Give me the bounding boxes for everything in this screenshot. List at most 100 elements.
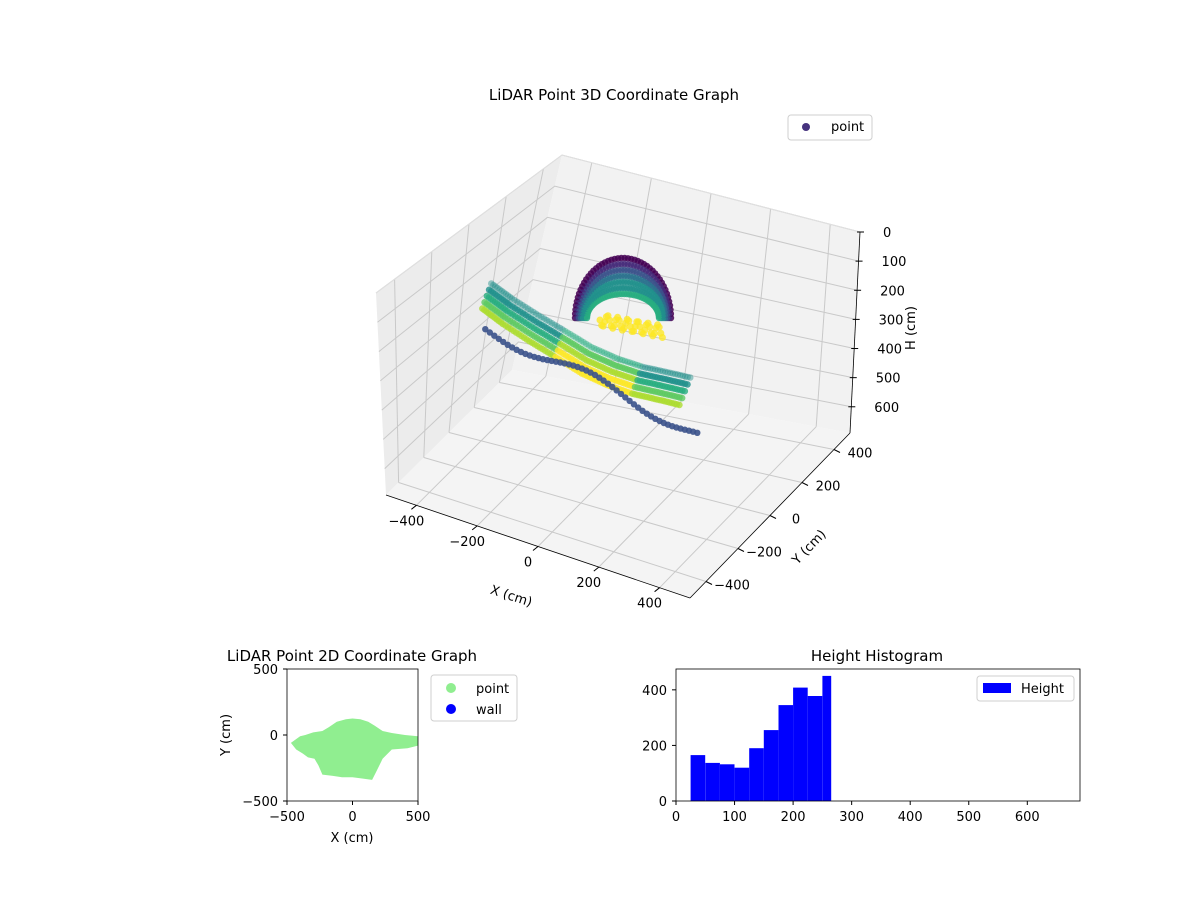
cloud-streak-point <box>642 364 649 371</box>
histogram-bar-3 <box>734 767 750 801</box>
cloud-edge-point <box>622 394 629 401</box>
legend-hist-label: Height <box>1021 682 1064 697</box>
cloud-streak-point <box>582 340 590 348</box>
x-tick-3d-2 <box>532 546 539 551</box>
cloud-streak-point <box>488 280 495 287</box>
cloud-streak-point <box>644 364 652 372</box>
cloud-streak-point <box>621 357 629 365</box>
z-tick-label-3d-5: 500 <box>876 372 901 387</box>
cloud-streak-point <box>654 366 662 374</box>
cloud-dome-point <box>583 314 591 322</box>
cloud-streak-point <box>559 326 566 333</box>
cloud-edge-point <box>482 326 489 333</box>
legend-2d-label-wall: wall <box>476 703 502 718</box>
grid-y-left-2 <box>448 223 470 433</box>
y-tick-label-3d-1: −200 <box>746 546 782 561</box>
plot2d-title: LiDAR Point 2D Coordinate Graph <box>227 647 477 665</box>
grid-y-left-1 <box>423 251 433 458</box>
legend-hist-swatch <box>983 683 1011 693</box>
cloud-core-point <box>606 316 614 324</box>
x-tick-label-hist-3: 300 <box>839 810 864 825</box>
z-tick-label-3d-1: 100 <box>882 255 907 270</box>
cloud-streak-point <box>639 363 646 371</box>
z-tick-label-3d-2: 200 <box>880 284 905 299</box>
x-tick-label-hist-5: 500 <box>956 810 981 825</box>
cloud-streak-point <box>631 361 639 368</box>
grid-y-left-0 <box>394 279 400 483</box>
y-tick-label-3d-0: −400 <box>714 579 750 594</box>
cloud-streak-point <box>567 331 574 338</box>
cloud-streak-point <box>681 373 689 380</box>
y-axis-label-2d: Y (cm) <box>219 714 234 757</box>
cloud-streak-point <box>667 369 674 377</box>
cloud-streak-point <box>590 345 598 352</box>
grid-x-back-3 <box>748 208 772 415</box>
cloud-streak-point <box>679 372 687 380</box>
cloud-streak-point <box>492 283 499 290</box>
cloud-streak-point <box>611 354 618 361</box>
grid-z-6 <box>384 341 852 470</box>
cloud-streak-point <box>585 342 593 349</box>
cloud-streak-point <box>676 401 683 409</box>
grid-z-2 <box>378 216 858 352</box>
x-tick-label-3d-2: 0 <box>524 556 532 571</box>
cloud-streak-point <box>527 307 534 314</box>
point-cloud <box>479 254 701 436</box>
cloud-streak-point <box>647 365 654 372</box>
legend-hist: Height <box>976 675 1075 702</box>
cloud-streak-point <box>634 361 641 369</box>
cloud-streak-point <box>498 287 506 295</box>
legend-3d: point <box>787 114 873 141</box>
x-axis-label-3d: X (cm) <box>488 583 534 611</box>
pane-edges <box>375 154 861 294</box>
histogram-bar-5 <box>763 730 779 801</box>
x-tick-label-3d-0: −400 <box>389 514 425 529</box>
z-axis-label-3d: H (cm) <box>904 306 919 350</box>
x-tick-label-3d-3: 200 <box>576 576 601 591</box>
plot-2d: LiDAR Point 2D Coordinate Graph −500 0 500… <box>219 647 518 846</box>
x-tick-label-hist-6: 600 <box>1015 810 1040 825</box>
x-tick-label-2d-2: 500 <box>406 810 431 825</box>
cloud-streak-point <box>530 308 537 316</box>
cloud-streak-point <box>677 371 684 379</box>
cloud-streak-point <box>626 359 634 367</box>
z-tick-label-3d-3: 300 <box>879 313 904 328</box>
histogram-bar-6 <box>778 705 794 801</box>
cloud-streak-point <box>636 362 644 370</box>
z-tick-label-3d-4: 400 <box>877 343 902 358</box>
ticks-3d: −400 −200 0 200 400 −400 −200 0 200 400 0 100 200 300… <box>389 226 907 612</box>
cloud-core-point <box>650 329 658 337</box>
floor-pane <box>386 370 850 598</box>
cloud-streak-point <box>603 350 611 358</box>
cloud-core-point <box>655 323 663 331</box>
cloud-streak-point <box>561 327 569 335</box>
x-tick-3d-1 <box>471 525 478 531</box>
cloud-streak-point <box>572 334 580 341</box>
cloud-streak-point <box>681 387 689 395</box>
z-axis-line <box>849 231 861 434</box>
cloud-streak-point <box>556 324 564 332</box>
cloud-core-point <box>625 317 633 325</box>
cloud-streak-point <box>522 303 529 311</box>
y-tick-label-2d-1: 0 <box>270 729 278 744</box>
cloud-streak-point <box>514 298 521 306</box>
cloud-streak-point <box>506 293 514 301</box>
cloud-streak-point <box>535 312 542 319</box>
cloud-edge-point <box>613 387 620 394</box>
x-tick-label-2d-1: 0 <box>348 810 356 825</box>
y-tick-3d-2 <box>769 515 777 519</box>
cloud-streak-point <box>684 373 691 381</box>
cloud-streak-point <box>598 348 606 356</box>
cloud-streak-point <box>606 351 613 359</box>
cloud-streak-point <box>577 337 585 345</box>
cloud-streak-point <box>524 305 532 313</box>
cloud-streak-point <box>669 370 677 377</box>
cloud-streak-point <box>551 321 558 329</box>
y-tick-3d-0 <box>705 581 713 585</box>
histogram-bar-2 <box>719 764 735 801</box>
grid-y-floor-3 <box>474 407 803 483</box>
y-tick-label-3d-4: 400 <box>848 447 873 462</box>
x-tick-3d-0 <box>411 504 417 510</box>
x-tick-label-hist-2: 200 <box>781 810 806 825</box>
legend-3d-box <box>787 114 873 141</box>
